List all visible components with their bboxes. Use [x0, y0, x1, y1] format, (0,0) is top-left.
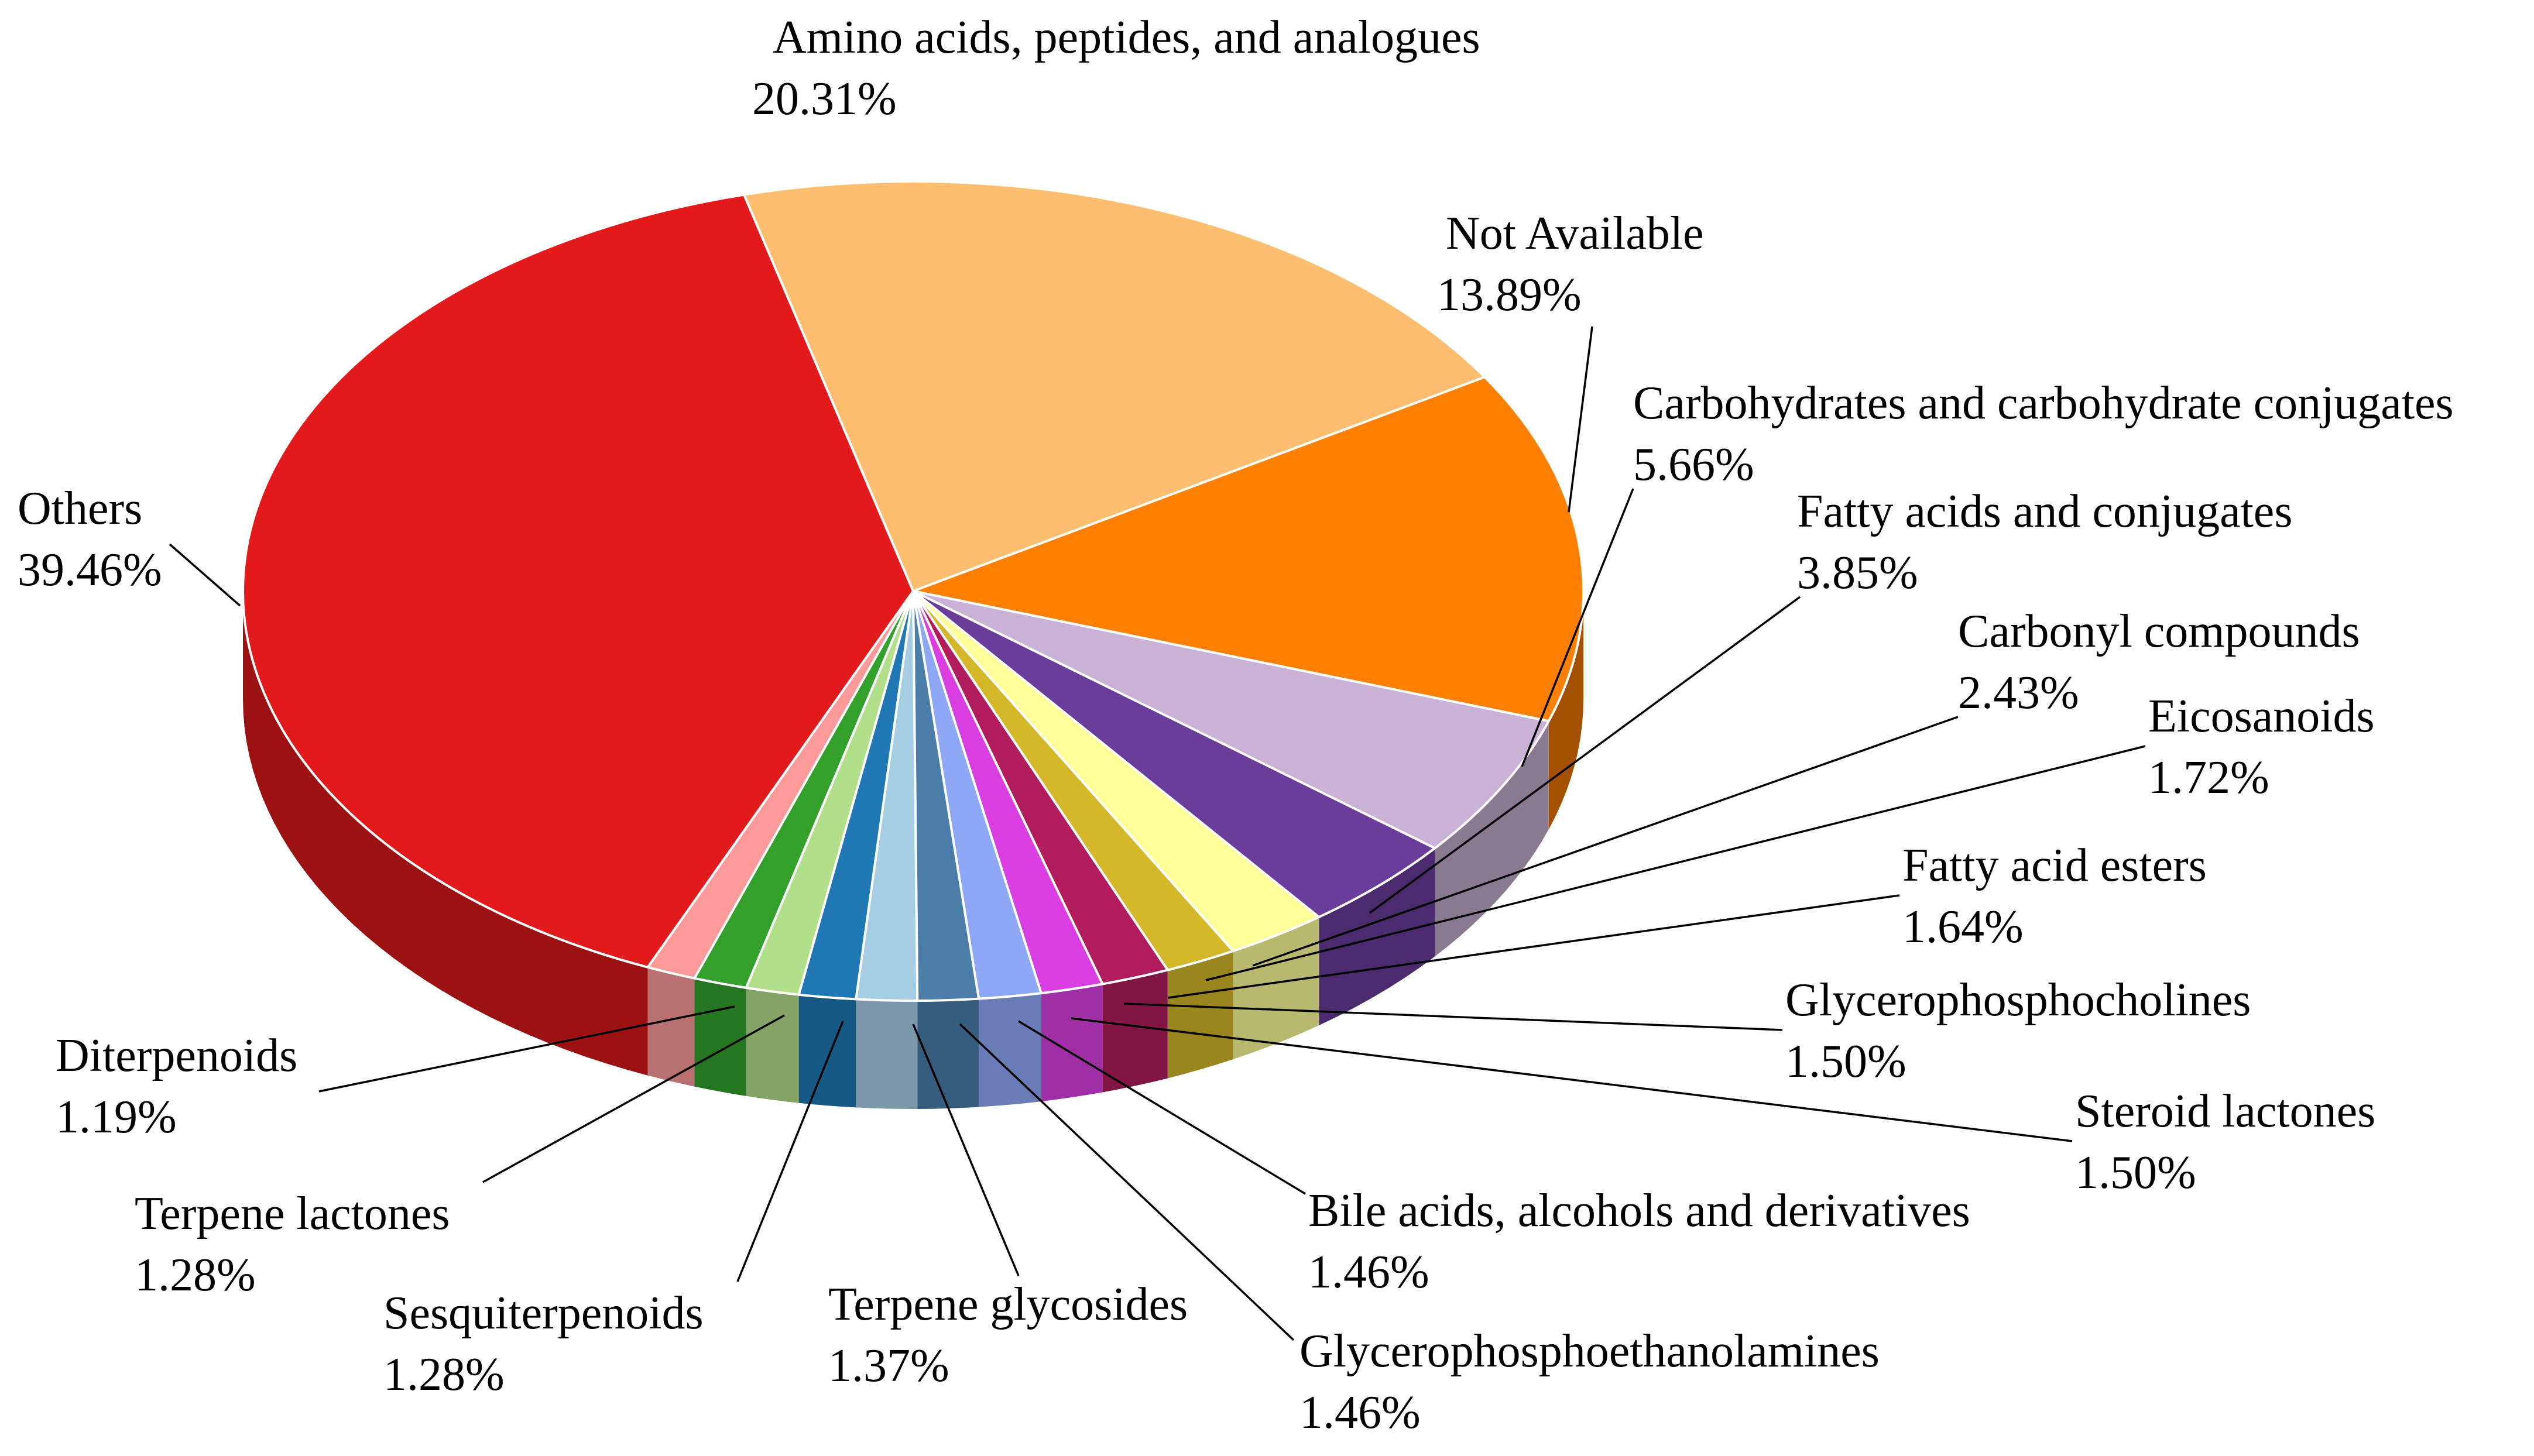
slice-percent-diterpenoids: 1.19% [56, 1091, 177, 1143]
leader-line-eicosanoids [1205, 745, 2146, 981]
slice-label-terpene-lactones: Terpene lactones [135, 1188, 450, 1239]
slice-label-amino-acids-peptides-and-analogues: Amino acids, peptides, and analogues [773, 12, 1480, 63]
slice-label-bile-acids-alcohols-and-derivatives: Bile acids, alcohols and derivatives [1308, 1185, 1970, 1237]
slice-fatty-acids-and-conjugates [912, 590, 1436, 919]
slice-side-glycerophosphoethanolamines [856, 999, 918, 1109]
slice-side-glycerophosphocholines [1041, 984, 1103, 1102]
slice-labels: Not Available 13.89% Carbohydrates and car… [18, 12, 2454, 1438]
slice-side-carbonyl-compounds [1233, 917, 1319, 1060]
slice-label-others: Others [18, 483, 142, 534]
slice-label-steroid-lactones: Steroid lactones [2075, 1086, 2375, 1137]
slice-label-diterpenoids: Diterpenoids [56, 1030, 297, 1081]
slice-not-available [912, 376, 1585, 723]
slice-side-diterpenoids [647, 967, 695, 1087]
leader-line-carbohydrates-and-carbohydrate-conjugates [1521, 488, 1634, 767]
slice-label-carbohydrates-and-carbohydrate-conjugates: Carbohydrates and carbohydrate conjugate… [1633, 377, 2454, 429]
slice-side-carbohydrates-and-carbohydrate-conjugates [1435, 721, 1549, 957]
leader-line-glycerophosphoethanolamines [959, 1023, 1295, 1341]
slice-percent-not-available: 13.89% [1437, 269, 1582, 321]
leader-line-not-available [1568, 326, 1593, 513]
slice-side-steroid-lactones [979, 993, 1041, 1107]
slice-percent-others: 39.46% [18, 544, 162, 596]
slice-percent-terpene-lactones: 1.28% [135, 1249, 256, 1301]
slice-percent-glycerophosphoethanolamines: 1.46% [1299, 1387, 1421, 1438]
leader-line-fatty-acids-and-conjugates [1369, 596, 1801, 914]
slice-percent-carbohydrates-and-carbohydrate-conjugates: 5.66% [1633, 439, 1754, 490]
slice-percent-fatty-acids-and-conjugates: 3.85% [1797, 547, 1918, 599]
slice-percent-glycerophosphocholines: 1.50% [1785, 1036, 1906, 1087]
slice-amino-acids-peptides-and-analogues [743, 180, 1486, 592]
slice-percent-terpene-glycosides: 1.37% [828, 1340, 949, 1392]
leader-line-sesquiterpenoids [736, 1021, 844, 1282]
leader-line-others [169, 543, 241, 607]
slice-carbohydrates-and-carbohydrate-conjugates [912, 590, 1550, 850]
leader-line-carbonyl-compounds [1252, 716, 1959, 967]
pie-slices [242, 180, 1585, 1002]
slice-label-not-available: Not Available [1446, 208, 1704, 259]
slice-label-glycerophosphoethanolamines: Glycerophosphoethanolamines [1299, 1325, 1880, 1377]
slice-side-others [243, 591, 648, 1076]
slice-label-glycerophosphocholines: Glycerophosphocholines [1785, 974, 2251, 1026]
slice-label-carbonyl-compounds: Carbonyl compounds [1958, 606, 2360, 657]
pie-sides [243, 591, 1583, 1109]
slice-percent-carbonyl-compounds: 2.43% [1958, 667, 2079, 719]
slice-label-eicosanoids: Eicosanoids [2148, 691, 2375, 742]
leader-line-diterpenoids [318, 1005, 735, 1093]
slice-percent-amino-acids-peptides-and-analogues: 20.31% [752, 73, 897, 125]
slice-percent-eicosanoids: 1.72% [2148, 752, 2269, 803]
slice-percent-sesquiterpenoids: 1.28% [383, 1349, 505, 1400]
leader-line-bile-acids-alcohols-and-derivatives [1018, 1020, 1306, 1195]
slice-label-terpene-glycosides: Terpene glycosides [828, 1279, 1188, 1330]
slice-side-terpene-glycosides [798, 994, 856, 1108]
leader-line-fatty-acid-esters [1167, 894, 1900, 999]
slice-side-not-available [1548, 591, 1583, 830]
leader-line-glycerophosphocholines [1123, 1002, 1783, 1031]
slice-side-sesquiterpenoids [746, 987, 799, 1103]
leader-line-terpene-lactones [482, 1014, 785, 1183]
slice-label-fatty-acid-esters: Fatty acid esters [1902, 840, 2207, 891]
slice-percent-bile-acids-alcohols-and-derivatives: 1.46% [1308, 1246, 1429, 1298]
leader-line-terpene-glycosides [912, 1024, 1020, 1276]
slice-percent-fatty-acid-esters: 1.64% [1902, 901, 2024, 953]
slice-side-terpene-lactones [694, 978, 746, 1096]
slice-label-fatty-acids-and-conjugates: Fatty acids and conjugates [1797, 486, 2292, 537]
slice-side-fatty-acid-esters [1102, 970, 1168, 1093]
leader-line-steroid-lactones [1071, 1017, 2073, 1142]
slice-others [242, 193, 914, 969]
slice-label-sesquiterpenoids: Sesquiterpenoids [383, 1287, 704, 1339]
leader-lines [169, 326, 2146, 1341]
slice-percent-steroid-lactones: 1.50% [2075, 1147, 2196, 1199]
slice-side-eicosanoids [1167, 951, 1233, 1079]
